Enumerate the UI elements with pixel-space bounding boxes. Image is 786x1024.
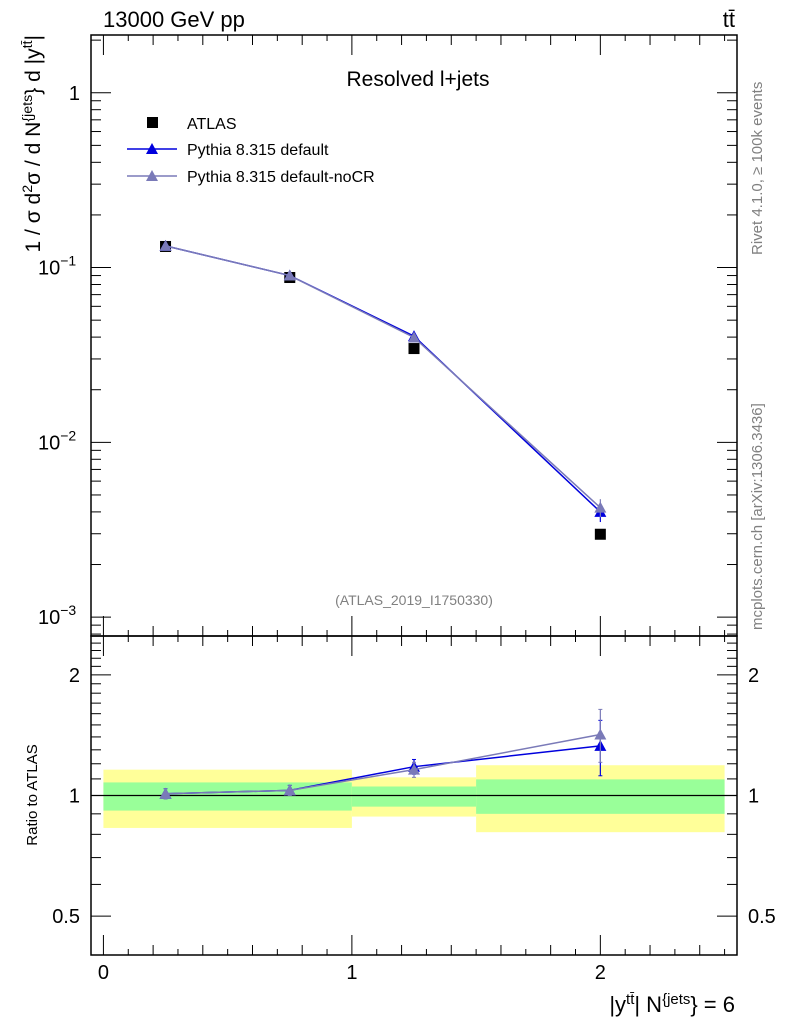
main-ytick-label: 10−3: [38, 602, 76, 629]
ratio-ytick-label: 0.5: [52, 906, 80, 928]
ratio-ytick-label-right: 1: [748, 786, 759, 808]
ratio-band-green: [476, 779, 725, 814]
mc-data-point: [283, 269, 296, 281]
xtick-label: 2: [595, 962, 606, 984]
mc-data-point: [594, 501, 607, 513]
ratio-ytick-label-right: 0.5: [748, 906, 776, 928]
atlas-data-point: [594, 528, 606, 540]
mc-line-1: [165, 245, 601, 513]
ratio-panel-frame: [90, 635, 738, 956]
ratio-data-point: [159, 787, 172, 799]
header-left: 13000 GeV pp: [103, 7, 245, 32]
ratio-data-point: [408, 763, 420, 775]
legend-marker-atlas: [147, 117, 158, 128]
side-label-bottom: mcplots.cern.ch [arXiv:1306.3436]: [749, 403, 766, 630]
ratio-ytick-label: 2: [69, 665, 80, 687]
main-ytick-label: 10−1: [38, 253, 76, 280]
axis-labels: 110−110−210−32 21 10.5 0.50 1 2|ytt̄| N{jets}…: [20, 35, 776, 1017]
legend-label-nocr: Pythia 8.315 default-noCR: [187, 169, 375, 186]
mc-data-point: [159, 239, 172, 251]
watermark: (ATLAS_2019_I1750330): [335, 592, 493, 608]
legend-marker-nocr: [146, 170, 158, 181]
ratio-ylabel: Ratio to ATLAS: [24, 744, 41, 845]
ratio-data-point: [594, 728, 607, 740]
mc-line-2: [165, 245, 601, 509]
xtick-label: 1: [346, 962, 357, 984]
atlas-data-point: [408, 343, 420, 355]
legend: ATLAS Pythia 8.315 default Pythia 8.315 …: [127, 116, 375, 186]
ratio-data-point: [283, 784, 296, 796]
ratio-band-green: [351, 786, 477, 807]
ratio-ytick-label-right: 2: [748, 665, 759, 687]
main-ytick-label: 1: [69, 83, 80, 105]
main-ytick-label: 10−2: [38, 427, 76, 454]
mc-data-point: [408, 331, 420, 343]
chart-title: Resolved l+jets: [347, 68, 490, 91]
legend-label-atlas: ATLAS: [187, 116, 237, 133]
side-label-top: Rivet 4.1.0, ≥ 100k events: [749, 82, 766, 255]
ratio-line-1: [165, 733, 601, 795]
data-marks: [159, 239, 607, 800]
header-right: tt̄: [723, 7, 735, 32]
legend-label-default: Pythia 8.315 default: [187, 142, 329, 159]
y-axis-label: 1 / σ d2σ / d N{jets} d |ytt̄|: [20, 35, 45, 252]
legend-marker-default: [146, 143, 158, 154]
x-axis-label: |ytt̄| N{jets} = 6: [609, 991, 735, 1018]
xtick-label: 0: [98, 962, 109, 984]
ratio-ytick-label: 1: [69, 786, 80, 808]
